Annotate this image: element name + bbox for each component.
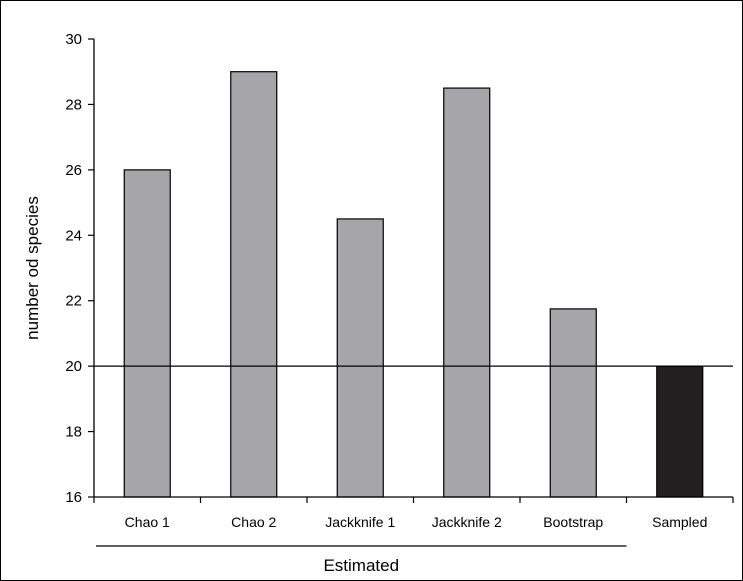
bar-sampled: [656, 365, 704, 498]
y-axis-title: number od species: [23, 196, 42, 340]
bars-group: [123, 71, 704, 498]
y-tick-label: 20: [65, 358, 82, 375]
bar-bootstrap: [549, 308, 597, 498]
y-tick-label: 26: [65, 162, 82, 179]
x-tick-label: Sampled: [652, 514, 707, 530]
y-tick-label: 28: [65, 96, 82, 113]
y-tick-label: 24: [65, 227, 82, 244]
bar-chao-2: [230, 71, 278, 498]
x-tick-label: Bootstrap: [543, 514, 603, 530]
bar-jackknife-2: [443, 87, 491, 498]
y-tick-label: 18: [65, 424, 82, 441]
bar-chao-1: [123, 169, 171, 498]
x-tick-label: Jackknife 2: [432, 514, 502, 530]
y-tick-label: 30: [65, 31, 82, 48]
y-tick-label: 16: [65, 489, 82, 506]
x-tick-label: Chao 2: [231, 514, 276, 530]
x-tick-label: Chao 1: [125, 514, 170, 530]
x-labels-group: Chao 1 Chao 2 Jackknife 1 Jackknife 2 Bootst…: [125, 514, 708, 530]
x-tick-label: Jackknife 1: [325, 514, 395, 530]
bar-jackknife-1: [336, 218, 384, 498]
y-tick-label: 22: [65, 293, 82, 310]
y-ticks-group: 16 18 20 22 24 26 28 30: [65, 31, 94, 506]
group-label: Estimated: [323, 556, 399, 575]
x-ticks-group: [93, 497, 734, 503]
